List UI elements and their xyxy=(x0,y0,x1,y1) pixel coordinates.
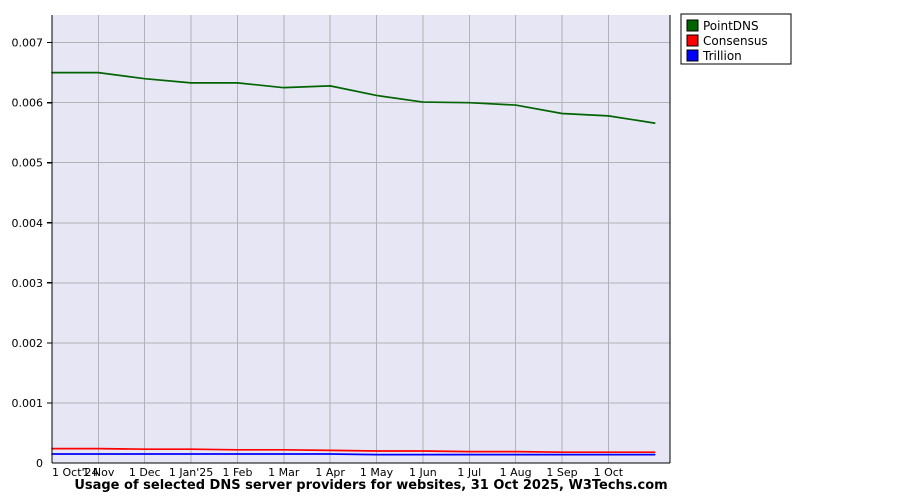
y-tick-label: 0.001 xyxy=(12,397,44,410)
x-tick-label: 1 Apr xyxy=(315,466,345,479)
x-tick-label: 1 May xyxy=(360,466,394,479)
x-tick-label: 1 Oct xyxy=(594,466,624,479)
x-tick-label: 1 Dec xyxy=(129,466,161,479)
y-tick-label: 0.007 xyxy=(12,37,44,50)
y-tick-label: 0.006 xyxy=(12,97,44,110)
x-tick-label: 1 Mar xyxy=(268,466,300,479)
x-axis-ticks: 1 Oct'241 Nov 1 Dec 1 Jan'25 1 Feb 1 Mar 1 Ap… xyxy=(52,466,624,479)
x-tick-label: 1 Sep xyxy=(546,466,577,479)
x-tick-label: 1 Nov xyxy=(82,466,114,479)
legend-label-pointdns: PointDNS xyxy=(703,19,759,33)
x-tick-label: 1 Oct'24 xyxy=(52,466,99,479)
legend-swatch-consensus xyxy=(686,34,699,47)
x-tick-label: 1 Jul xyxy=(457,466,481,479)
plot-area-background xyxy=(52,15,670,463)
series-line-trillion xyxy=(51,453,656,456)
y-gridlines xyxy=(52,42,670,404)
x-tick-label: 1 Jun xyxy=(409,466,437,479)
series-line-pointdns xyxy=(51,71,656,124)
legend-swatch-trillion xyxy=(686,49,699,62)
y-axis-ticks: 0 0.001 0.002 0.003 0.004 0.005 0.006 0.007 xyxy=(12,37,52,470)
series-line-consensus xyxy=(51,447,656,454)
y-tick-label: 0.003 xyxy=(12,277,44,290)
y-tick-label: 0.002 xyxy=(12,337,44,350)
x-tick-label: 1 Aug xyxy=(500,466,532,479)
y-tick-label: 0 xyxy=(36,457,43,470)
y-tick-label: 0.005 xyxy=(12,157,44,170)
x-tick-label: 1 Jan'25 xyxy=(169,466,213,479)
legend-label-trillion: Trillion xyxy=(702,49,742,63)
x-gridlines xyxy=(97,15,609,463)
legend-swatch-pointdns xyxy=(686,19,699,32)
series-lines xyxy=(51,71,656,456)
legend-box xyxy=(680,13,792,65)
y-tick-label: 0.004 xyxy=(12,217,44,230)
x-tick-label: 1 Feb xyxy=(222,466,252,479)
legend-label-consensus: Consensus xyxy=(703,34,768,48)
chart-caption: Usage of selected DNS server providers f… xyxy=(74,478,667,493)
